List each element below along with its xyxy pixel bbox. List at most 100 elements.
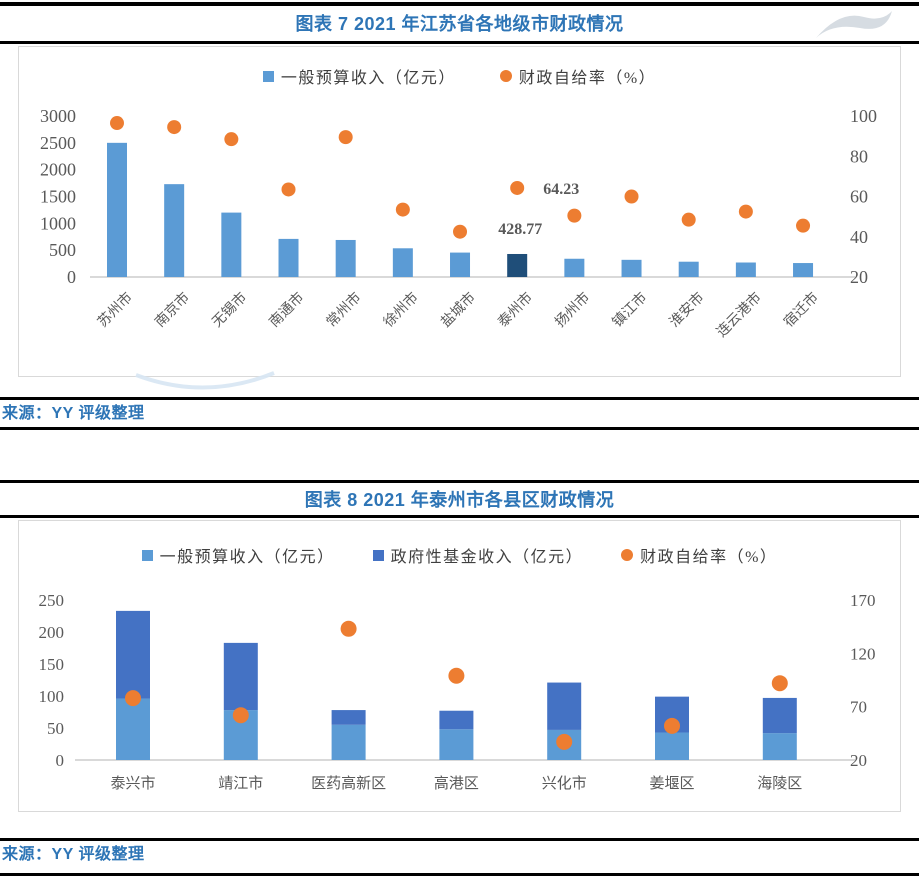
scatter-dot [796, 218, 811, 233]
x-category-label: 苏州市 [94, 289, 136, 331]
bar-segment [678, 261, 699, 277]
horizontal-rule [0, 427, 919, 430]
bar-segment [221, 212, 242, 277]
legend-label: 一般预算收入（亿元） [280, 70, 456, 87]
legend-item: 一般预算收入（亿元） [141, 543, 335, 567]
legend-label: 一般预算收入（亿元） [159, 549, 335, 566]
bar-segment [278, 238, 299, 277]
x-category-label: 无锡市 [208, 289, 250, 331]
left-axis-tick: 2000 [40, 160, 76, 180]
bar-segment [762, 733, 797, 760]
scatter-dot [448, 667, 465, 684]
x-category-label: 海陵区 [757, 775, 802, 792]
right-axis-tick: 80 [850, 146, 868, 166]
chart8-figure [18, 520, 901, 812]
chart8-canvas: 0 50 100 150 200 250 20 70 120 170 泰兴市 靖江市 医药高新区 高港区 兴… [39, 591, 876, 792]
horizontal-rule [0, 838, 919, 841]
left-axis-tick: 1500 [40, 187, 76, 207]
x-category-label: 泰州市 [494, 289, 536, 331]
bar-segment [107, 142, 127, 277]
x-category-label: 靖江市 [218, 775, 263, 792]
horizontal-rule [0, 515, 919, 518]
scatter-dot [338, 130, 353, 145]
scatter-dot [664, 717, 680, 734]
right-axis-tick: 40 [850, 227, 868, 247]
scatter-dot [453, 224, 468, 239]
left-axis-tick: 500 [49, 240, 76, 260]
right-axis-tick: 100 [850, 106, 877, 126]
x-category-label: 宿迁市 [780, 289, 822, 331]
x-category-label: 常州市 [323, 289, 365, 331]
bar-segment [331, 724, 366, 760]
left-axis-tick: 3000 [40, 106, 76, 126]
legend-item: 财政自给率（%） [621, 543, 777, 567]
right-axis-tick: 170 [850, 591, 876, 610]
left-axis-tick: 2500 [40, 133, 76, 153]
bar-segment [762, 697, 797, 734]
scatter-dot [567, 208, 582, 223]
scatter-dot [232, 707, 249, 724]
bar-segment [547, 682, 582, 730]
legend-item: 财政自给率（%） [499, 64, 657, 88]
left-axis-tick: 0 [56, 751, 65, 770]
bar-segment [507, 253, 528, 277]
x-category-label: 泰兴市 [110, 775, 155, 792]
left-axis-tick: 150 [39, 655, 65, 674]
scatter-dot [556, 733, 573, 750]
legend-item: 一般预算收入（亿元） [262, 64, 456, 88]
left-axis-tick: 1000 [40, 213, 76, 233]
chart7-legend: 一般预算收入（亿元） 财政自给率（%） [18, 64, 901, 88]
bar-segment [655, 732, 689, 760]
scatter-dot [110, 116, 124, 131]
legend-label: 政府性基金收入（亿元） [390, 549, 584, 566]
x-category-label: 淮安市 [666, 289, 708, 331]
bar-segment [164, 184, 185, 277]
bar-segment [223, 642, 258, 711]
x-category-label: 高港区 [434, 775, 479, 792]
x-category-label: 镇江市 [609, 289, 651, 331]
legend-dot-icon [499, 70, 512, 82]
bar-segment [335, 239, 356, 277]
right-axis-tick: 60 [850, 187, 868, 207]
data-label: 64.23 [543, 181, 579, 198]
scatter-dot [340, 620, 357, 637]
x-category-label: 南京市 [151, 289, 193, 331]
bar-segment [621, 259, 642, 277]
legend-square-icon [372, 549, 384, 561]
scatter-dot [624, 189, 639, 204]
scatter-dot [395, 202, 410, 217]
chart7-title: 图表 7 2021 年江苏省各地级市财政情况 [295, 14, 624, 34]
left-axis-tick: 50 [47, 719, 64, 738]
scatter-dot [125, 690, 141, 707]
x-category-label: 兴化市 [542, 775, 587, 792]
legend-label: 财政自给率（%） [518, 70, 657, 87]
bar-segment [392, 248, 413, 277]
right-axis-tick: 120 [850, 644, 876, 663]
source-note-2: 来源：YY 评级整理 [2, 846, 145, 863]
horizontal-rule [0, 873, 919, 876]
bar-segment [735, 262, 756, 277]
horizontal-rule [0, 41, 919, 44]
bar-segment [793, 263, 814, 277]
scatter-dot [771, 675, 788, 692]
bar-segment [439, 710, 474, 730]
chart8-title: 图表 8 2021 年泰州市各县区财政情况 [304, 490, 615, 510]
scatter-dot [738, 204, 753, 219]
scatter-dot [510, 180, 525, 195]
left-axis-tick: 200 [39, 623, 65, 642]
left-axis-tick: 250 [39, 591, 65, 610]
right-axis-tick: 20 [850, 267, 868, 287]
bar-segment [439, 729, 474, 760]
left-axis-tick: 0 [67, 267, 76, 287]
x-category-label: 徐州市 [380, 289, 422, 331]
source-note-1: 来源：YY 评级整理 [2, 405, 145, 422]
x-category-label: 连云港市 [713, 289, 765, 341]
bar-segment [564, 258, 585, 277]
legend-square-icon [141, 549, 153, 561]
bar-segment [450, 252, 471, 277]
x-category-label: 扬州市 [551, 289, 593, 331]
x-category-label: 南通市 [266, 289, 308, 331]
right-axis-tick: 70 [850, 698, 867, 717]
x-category-label: 医药高新区 [311, 775, 386, 792]
